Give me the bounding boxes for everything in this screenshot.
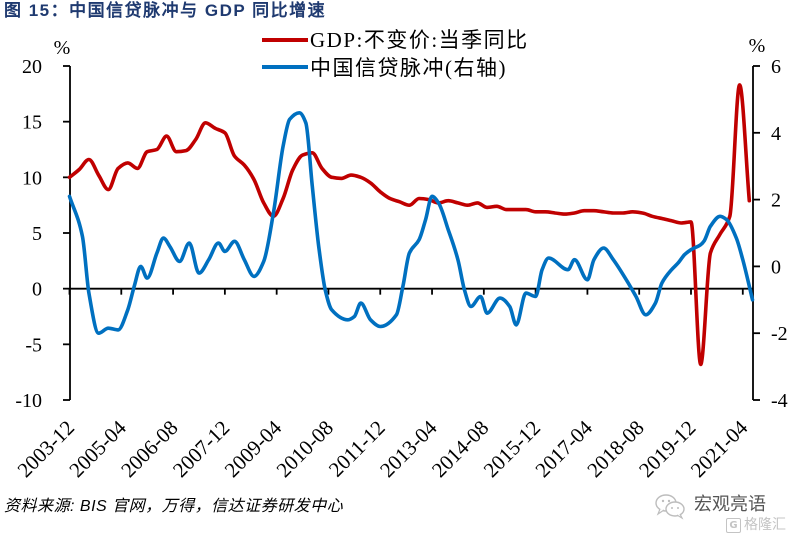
x-tick-label: 2018-08 xyxy=(582,416,648,482)
x-tick-label: 2007-12 xyxy=(168,416,234,482)
y-left-tick-label: -5 xyxy=(25,334,42,356)
y-right-tick-label: 2 xyxy=(771,190,781,212)
gdp-series-line xyxy=(67,83,752,367)
watermark-account-name: 宏观亮语 xyxy=(694,494,766,515)
x-tick-label: 2003-12 xyxy=(13,416,79,482)
left-axis-unit-label: % xyxy=(54,37,71,59)
y-right-tick-label: -2 xyxy=(771,323,788,345)
x-tick-label: 2011-12 xyxy=(324,416,390,482)
x-tick-label: 2010-08 xyxy=(272,416,338,482)
figure-title: 图 15：中国信贷脉冲与 GDP 同比增速 xyxy=(4,1,327,20)
x-tick-label: 2015-12 xyxy=(479,416,545,482)
legend: GDP:不变价:当季同比 中国信贷脉冲(右轴) xyxy=(262,28,529,80)
y-left-tick-label: 10 xyxy=(22,167,42,189)
x-tick-label: 2021-04 xyxy=(686,415,753,482)
legend-label-gdp: GDP:不变价:当季同比 xyxy=(310,28,529,52)
legend-label-credit-impulse: 中国信贷脉冲(右轴) xyxy=(310,56,507,80)
watermark-brand-name: 格隆汇 xyxy=(744,517,786,533)
gelonghui-logo-icon: G xyxy=(726,518,741,533)
y-left-tick-label: -10 xyxy=(15,390,42,412)
legend-item-credit-impulse: 中国信贷脉冲(右轴) xyxy=(262,56,507,80)
x-tick-label: 2009-04 xyxy=(220,415,287,482)
x-tick-label: 2005-04 xyxy=(64,415,131,482)
x-tick-label: 2019-12 xyxy=(634,416,700,482)
y-right-tick-label: 4 xyxy=(771,123,781,145)
x-tick-label: 2017-04 xyxy=(530,415,597,482)
source-note: 资料来源: BIS 官网，万得，信达证券研发中心 xyxy=(4,498,344,515)
legend-item-gdp: GDP:不变价:当季同比 xyxy=(262,28,529,52)
x-tick-label: 2014-08 xyxy=(427,416,493,482)
watermark: 宏观亮语 G 格隆汇 xyxy=(652,490,798,536)
plot-series xyxy=(67,83,755,367)
wechat-icon xyxy=(655,494,685,520)
right-axis-unit-label: % xyxy=(749,35,766,57)
x-tick-label: 2006-08 xyxy=(116,416,182,482)
x-tick-label: 2013-04 xyxy=(375,415,442,482)
y-left-tick-label: 0 xyxy=(32,279,42,301)
y-left-tick-label: 20 xyxy=(22,56,42,78)
y-left-tick-label: 5 xyxy=(32,223,42,245)
y-right-tick-label: 6 xyxy=(771,56,781,78)
credit-impulse-series-line xyxy=(67,111,755,335)
y-left-tick-label: 15 xyxy=(22,112,42,134)
y-right-tick-label: 0 xyxy=(771,256,781,278)
y-right-tick-label: -4 xyxy=(771,390,788,412)
